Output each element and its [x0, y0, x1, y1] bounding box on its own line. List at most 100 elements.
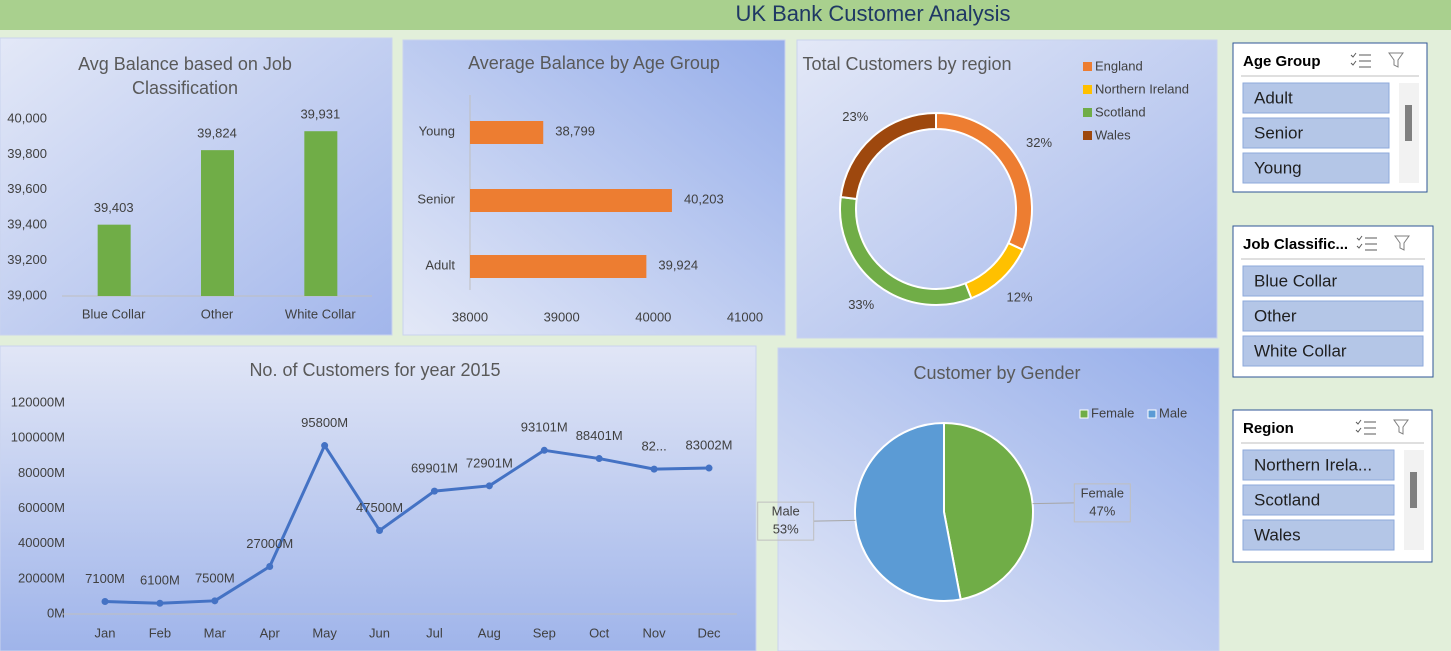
- point: [430, 487, 438, 495]
- x-tick-label: Oct: [589, 625, 610, 640]
- value-label: 88401M: [576, 428, 623, 443]
- point: [650, 465, 658, 473]
- x-tick-label: Feb: [149, 625, 171, 640]
- y-tick-label: 0M: [47, 605, 65, 620]
- y-tick-label: 39,600: [7, 181, 47, 196]
- bar: [470, 189, 672, 212]
- clear-filter-icon[interactable]: [1394, 235, 1410, 251]
- legend-swatch: [1083, 131, 1092, 140]
- value-label: 82...: [641, 439, 666, 454]
- x-tick-label: Jul: [426, 625, 443, 640]
- slicer-title: Age Group: [1243, 53, 1321, 70]
- panel: [0, 345, 757, 651]
- slicer-item-label[interactable]: Wales: [1254, 525, 1301, 544]
- chart-title: No. of Customers for year 2015: [249, 360, 500, 380]
- y-tick-label: 40,000: [7, 110, 47, 125]
- slicer-item-label[interactable]: Young: [1254, 158, 1302, 177]
- x-tick-label: Aug: [478, 625, 501, 640]
- y-tick-label: 39,400: [7, 217, 47, 232]
- bar: [97, 224, 131, 296]
- slicer-item-label[interactable]: Other: [1254, 306, 1297, 325]
- slicer-title: Job Classific...: [1243, 236, 1348, 253]
- slicer-item[interactable]: [1242, 152, 1390, 184]
- value-label: 6100M: [140, 573, 180, 588]
- value-label: 7100M: [85, 571, 125, 586]
- slicer-item-label[interactable]: Blue Collar: [1254, 271, 1337, 290]
- value-label: 39,931: [300, 107, 340, 122]
- slicer-item[interactable]: [1242, 117, 1390, 149]
- legend-swatch: [1079, 409, 1089, 419]
- value-label: 72901M: [466, 455, 513, 470]
- point: [266, 563, 274, 571]
- scrollbar-thumb[interactable]: [1410, 472, 1417, 508]
- legend-label: England: [1095, 58, 1143, 73]
- slicer-item-label[interactable]: Scotland: [1254, 490, 1320, 509]
- slicer-item-label[interactable]: White Collar: [1254, 341, 1347, 360]
- bar: [304, 131, 338, 296]
- callout-box: [757, 501, 815, 541]
- panel: [402, 39, 786, 336]
- bar: [470, 255, 647, 278]
- data-label-name: Male: [772, 504, 800, 519]
- slicer-item[interactable]: [1242, 449, 1395, 481]
- slicer-item-label[interactable]: Northern Irela...: [1254, 455, 1372, 474]
- multi-select-icon[interactable]: [1350, 52, 1371, 68]
- multi-select-icon[interactable]: [1355, 419, 1376, 435]
- y-tick-label: 20000M: [18, 570, 65, 585]
- scrollbar-thumb[interactable]: [1405, 105, 1412, 141]
- point: [211, 597, 219, 605]
- x-tick-label: Blue Collar: [82, 306, 146, 321]
- value-label: 38,799: [555, 123, 595, 138]
- value-label: 93101M: [521, 420, 568, 435]
- chart-title: Avg Balance based on Job Classification: [78, 54, 292, 98]
- header-band: [0, 0, 1451, 30]
- x-tick-label: May: [312, 625, 337, 640]
- clear-filter-icon[interactable]: [1393, 419, 1409, 435]
- y-tick-label: 120000M: [11, 394, 65, 409]
- y-tick-label: 60000M: [18, 500, 65, 515]
- value-label: 83002M: [686, 437, 733, 452]
- legend-swatch: [1147, 409, 1157, 419]
- y-tick-label: 80000M: [18, 465, 65, 480]
- legend-swatch: [1083, 62, 1092, 71]
- point: [595, 455, 603, 463]
- data-label: 47%: [1089, 503, 1115, 518]
- multi-select-icon[interactable]: [1356, 235, 1377, 251]
- slicer-item[interactable]: [1242, 265, 1424, 297]
- x-tick-label: 41000: [727, 309, 763, 324]
- value-label: 39,924: [658, 257, 698, 272]
- y-tick-label: 40000M: [18, 535, 65, 550]
- x-tick-label: 38000: [452, 309, 488, 324]
- slicer-item-label[interactable]: Senior: [1254, 123, 1303, 142]
- y-tick-label: Young: [419, 123, 455, 138]
- data-label-name: Female: [1081, 485, 1124, 500]
- slicer-item-label[interactable]: Adult: [1254, 88, 1293, 107]
- x-tick-label: Apr: [260, 625, 281, 640]
- data-label: 53%: [773, 522, 799, 537]
- point: [705, 464, 713, 472]
- x-tick-label: Other: [201, 306, 234, 321]
- y-tick-label: 39,000: [7, 287, 47, 302]
- legend-swatch: [1083, 85, 1092, 94]
- value-label: 7500M: [195, 570, 235, 585]
- x-tick-label: Jun: [369, 625, 390, 640]
- value-label: 47500M: [356, 500, 403, 515]
- y-tick-label: Adult: [425, 257, 455, 272]
- x-tick-label: Jan: [95, 625, 116, 640]
- legend-label: Male: [1159, 405, 1187, 420]
- point: [321, 442, 329, 450]
- slicer-item[interactable]: [1242, 300, 1424, 332]
- value-label: 40,203: [684, 191, 724, 206]
- slicer-item[interactable]: [1242, 484, 1395, 516]
- legend-label: Female: [1091, 405, 1134, 420]
- point: [101, 598, 109, 606]
- chart-title: Average Balance by Age Group: [468, 53, 720, 73]
- clear-filter-icon[interactable]: [1388, 52, 1404, 68]
- slicer-item[interactable]: [1242, 82, 1390, 114]
- value-label: 39,824: [197, 126, 237, 141]
- x-tick-label: White Collar: [285, 306, 356, 321]
- slicer-item[interactable]: [1242, 335, 1424, 367]
- value-label: 39,403: [94, 200, 134, 215]
- slicer-item[interactable]: [1242, 519, 1395, 551]
